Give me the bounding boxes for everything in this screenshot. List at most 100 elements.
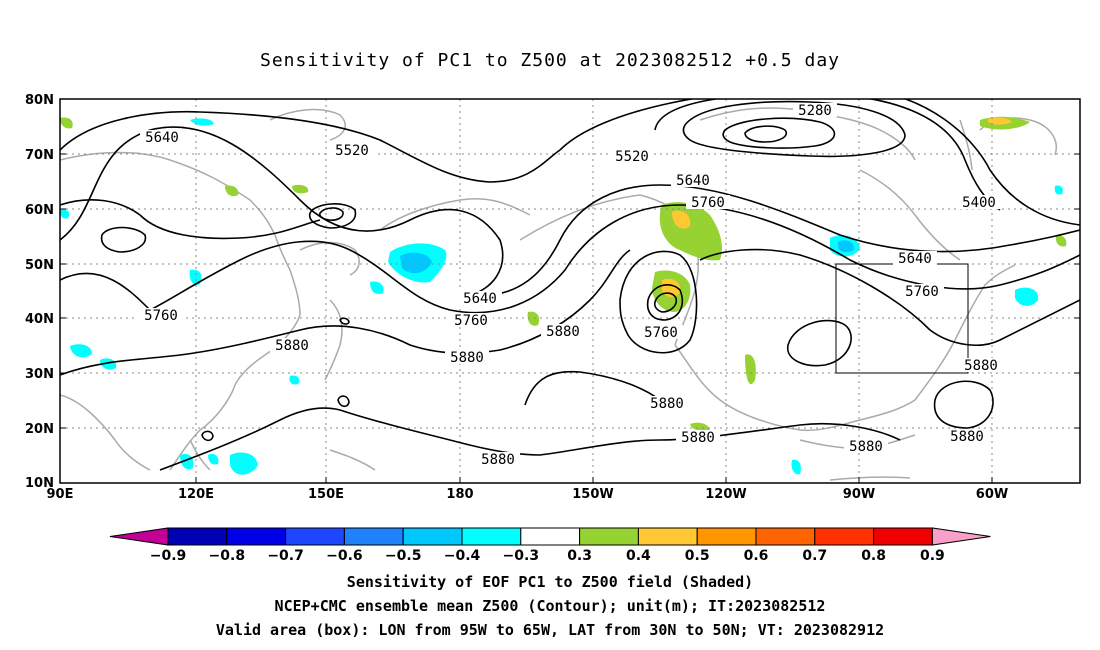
contour-label: 5880 — [275, 338, 309, 354]
colorbar-label: 0.7 — [802, 548, 827, 564]
shading-blob — [690, 422, 710, 431]
colorbar-label: 0.9 — [920, 548, 945, 564]
shading-blob — [1055, 235, 1067, 247]
shading-blob — [791, 459, 801, 475]
shading-blob — [400, 252, 432, 274]
colorbar-swatch — [755, 527, 816, 546]
shading-blob — [988, 117, 1012, 125]
colorbar-label: −0.7 — [267, 548, 304, 564]
colorbar-swatch — [343, 527, 404, 546]
colorbar-swatch — [579, 527, 639, 546]
shading-blob — [100, 358, 117, 370]
shading-blob — [1054, 185, 1063, 195]
contour-label: 5520 — [335, 143, 369, 159]
contour-small-5 — [201, 430, 214, 442]
colorbar-label: −0.4 — [444, 548, 481, 564]
contour-5280-core — [744, 125, 787, 143]
contour-5760-west — [60, 204, 1080, 314]
contour-small-3 — [319, 207, 344, 221]
contour-small-4 — [337, 395, 350, 408]
shading-blob — [230, 452, 258, 475]
contour-5520-low — [60, 199, 321, 240]
lon-label: 150E — [308, 487, 344, 502]
plot-frame — [59, 98, 1081, 484]
z500-contours — [60, 99, 1080, 471]
shading-blob — [1015, 287, 1039, 306]
contour-label: 5880 — [450, 350, 484, 366]
colorbar-swatch — [520, 527, 581, 546]
colorbar-label: 0.3 — [567, 548, 592, 564]
colorbar-arrow-low — [109, 527, 169, 546]
colorbar-swatch — [461, 527, 522, 546]
contour-label: 5760 — [144, 308, 178, 324]
lon-label: 120E — [178, 487, 214, 502]
lon-label: 180 — [446, 487, 473, 502]
contour-5640-local — [653, 292, 678, 313]
shading-blob — [190, 118, 214, 126]
contour-5760-core — [646, 284, 684, 321]
contour-label: 5520 — [615, 149, 649, 165]
colorbar-label: −0.8 — [209, 548, 246, 564]
contour-5760-low — [619, 250, 698, 354]
footer-line-2: NCEP+CMC ensemble mean Z500 (Contour); u… — [274, 597, 826, 615]
colorbar-label: 0.6 — [744, 548, 769, 564]
contour-5520-west — [60, 110, 561, 183]
shading-blob — [70, 344, 92, 358]
colorbar-swatch — [637, 527, 698, 546]
contour-5280-inner — [722, 117, 836, 149]
contour-label: 5400 — [962, 195, 996, 211]
shading-blob — [292, 184, 309, 194]
contour-small-1 — [100, 226, 147, 253]
colorbar-label: 0.5 — [685, 548, 710, 564]
contour-5640-main — [469, 184, 1080, 297]
shading-blob — [189, 269, 202, 286]
contour-small-6 — [339, 317, 350, 325]
contour-label: 5880 — [650, 396, 684, 412]
colorbar-label: −0.3 — [503, 548, 540, 564]
contour-5880-south — [159, 407, 901, 471]
lat-label: 40N — [25, 312, 54, 327]
colorbar-label: −0.6 — [326, 548, 363, 564]
lon-label: 90W — [843, 487, 875, 502]
lat-label: 20N — [25, 422, 54, 437]
sensitivity-shading — [60, 116, 1067, 475]
colorbar-swatch — [402, 527, 463, 546]
lon-label: 150W — [572, 487, 613, 502]
shading-blob — [225, 185, 239, 197]
lat-label: 80N — [25, 93, 54, 108]
contour-5880-closed-east — [933, 380, 994, 429]
contour-label: 5640 — [145, 130, 179, 146]
colorbar-arrow-high — [931, 527, 991, 546]
contour-label: 5880 — [950, 429, 984, 445]
shading-blob — [672, 210, 691, 229]
colorbar-label: 0.4 — [626, 548, 651, 564]
lat-label: 30N — [25, 367, 54, 382]
shading-blob — [289, 375, 300, 385]
contour-label: 5880 — [964, 358, 998, 374]
colorbar-label: −0.9 — [150, 548, 187, 564]
contour-label: 5640 — [463, 291, 497, 307]
colorbar-swatch — [285, 527, 345, 546]
contour-label: 5640 — [898, 251, 932, 267]
colorbar — [109, 527, 991, 546]
colorbar-swatch — [814, 527, 875, 546]
lat-label: 70N — [25, 148, 54, 163]
contour-label: 5640 — [676, 173, 710, 189]
contour-label: 5880 — [849, 439, 883, 455]
contour-5520-east — [559, 99, 1080, 226]
map-title: Sensitivity of PC1 to Z500 at 2023082512… — [259, 50, 840, 71]
contour-label: 5280 — [798, 103, 832, 119]
footer-line-3: Valid area (box): LON from 95W to 65W, L… — [215, 621, 885, 639]
colorbar-labels: −0.9 −0.8 −0.7 −0.6 −0.5 −0.4 −0.3 0.3 0.4 0.5 0.6… — [150, 548, 945, 564]
colorbar-swatch — [167, 527, 228, 546]
contour-5880-main — [60, 248, 1080, 376]
contour-5400 — [654, 99, 1001, 211]
shading-blob — [745, 354, 756, 385]
shading-blob — [208, 454, 219, 465]
shading-blob — [527, 311, 540, 326]
lat-label: 60N — [25, 203, 54, 218]
contour-label: 5880 — [681, 430, 715, 446]
contour-label: 5880 — [481, 452, 515, 468]
lon-label: 60W — [976, 487, 1008, 502]
